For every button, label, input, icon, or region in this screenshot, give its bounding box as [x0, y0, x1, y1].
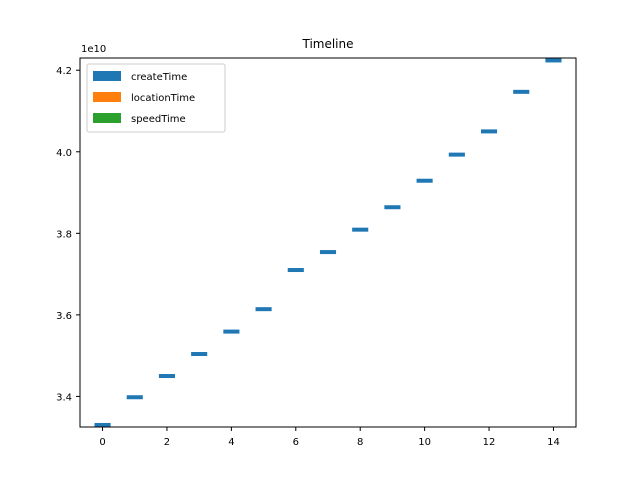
bar-createTime-10	[416, 178, 433, 183]
bar-createTime-8	[352, 227, 369, 232]
legend-box	[86, 63, 226, 133]
bar-createTime-11	[448, 152, 465, 157]
bar-createTime-14	[545, 58, 562, 63]
x-tick-label-6: 6	[293, 437, 299, 448]
axes: 0 2 4 6 8 10 12 14 3.4 3.6 3.8 4.0 4.2	[56, 57, 577, 448]
bar-createTime-7	[319, 250, 337, 255]
chart-title: Timeline	[301, 37, 353, 51]
legend-swatch-locationTime	[93, 92, 121, 102]
bar-createTime-12	[480, 129, 498, 134]
x-tick-label-12: 12	[483, 437, 496, 448]
legend-swatch-speedTime	[93, 113, 121, 123]
x-tick-label-14: 14	[547, 437, 560, 448]
bar-createTime-0	[94, 422, 111, 427]
x-tick-label-2: 2	[164, 437, 170, 448]
y-tick-label-4.2: 4.2	[56, 66, 72, 77]
x-tick-label-8: 8	[357, 437, 363, 448]
y-axis-offset-label: 1e10	[81, 44, 106, 55]
y-tick-label-4: 4.0	[56, 148, 72, 159]
bar-createTime-13	[513, 89, 530, 94]
bar-createTime-4	[223, 329, 240, 334]
x-tick-label-0: 0	[99, 437, 105, 448]
legend-label-locationTime: locationTime	[131, 93, 195, 104]
legend-label-speedTime: speedTime	[131, 114, 186, 125]
legend: createTime locationTime speedTime	[86, 63, 226, 133]
bar-createTime-2	[158, 374, 176, 379]
bar-createTime-5	[255, 307, 272, 312]
x-tick-label-10: 10	[418, 437, 431, 448]
bar-createTime-6	[287, 268, 304, 273]
legend-label-createTime: createTime	[131, 72, 187, 83]
bar-createTime-9	[384, 205, 401, 210]
y-tick-label-3.6: 3.6	[56, 311, 72, 322]
bar-createTime-1	[126, 395, 143, 400]
plot-area	[94, 58, 562, 427]
axes-frame	[79, 57, 577, 428]
x-tick-label-4: 4	[228, 437, 234, 448]
y-tick-label-3.4: 3.4	[56, 392, 72, 403]
bar-createTime-3	[191, 352, 208, 357]
legend-swatch-createTime	[93, 71, 121, 81]
y-tick-label-3.8: 3.8	[56, 229, 72, 240]
